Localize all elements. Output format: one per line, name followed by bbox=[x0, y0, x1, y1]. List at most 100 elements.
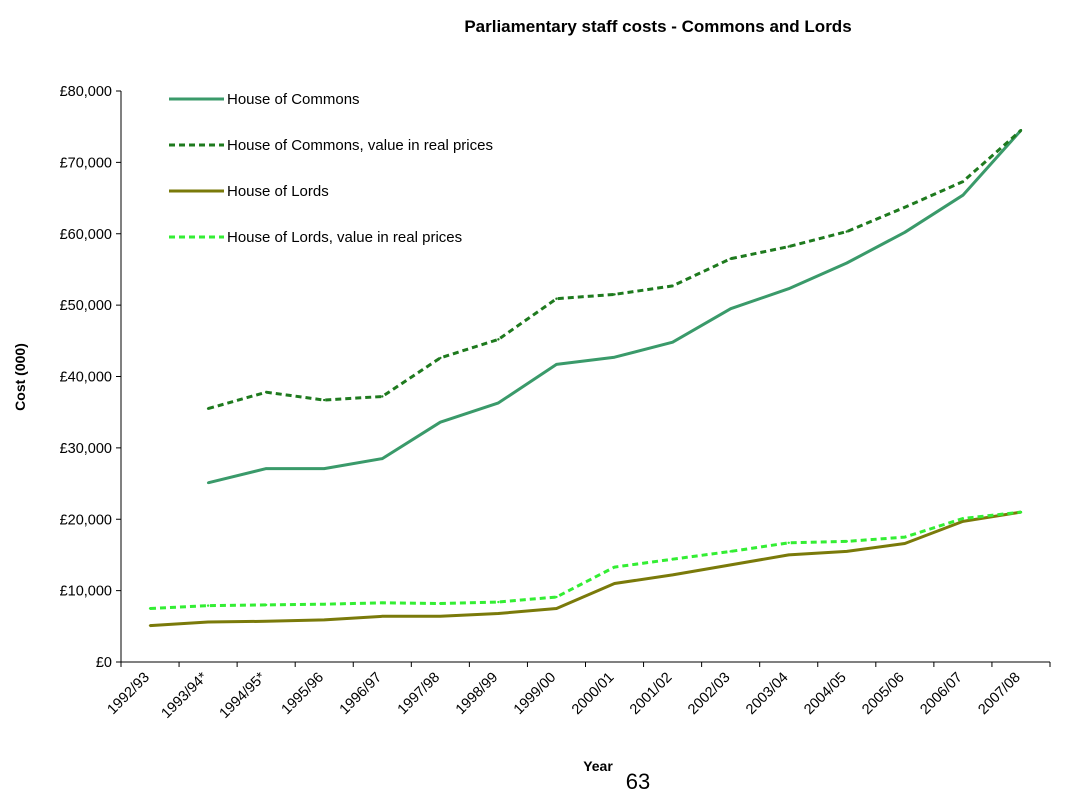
data-point-house-of-lords bbox=[903, 542, 907, 545]
x-tick-label: 1997/98 bbox=[395, 670, 443, 718]
data-point-house-of-lords bbox=[613, 582, 616, 585]
data-point-house-of-commons-value-in-real-prices bbox=[961, 180, 965, 183]
data-point-house-of-lords bbox=[439, 615, 442, 618]
data-point-house-of-commons-value-in-real-prices bbox=[787, 245, 790, 248]
y-tick-label: £70,000 bbox=[60, 155, 112, 171]
data-point-house-of-commons-value-in-real-prices bbox=[439, 356, 442, 360]
data-point-house-of-commons-value-in-real-prices bbox=[729, 257, 732, 260]
data-point-house-of-lords-value-in-real-prices bbox=[439, 602, 442, 605]
data-point-house-of-lords bbox=[729, 563, 732, 567]
x-tick-label: 2002/03 bbox=[685, 670, 733, 718]
data-point-house-of-commons bbox=[497, 401, 500, 405]
data-point-house-of-lords-value-in-real-prices bbox=[613, 565, 616, 569]
series-line-house-of-commons-value-in-real-prices bbox=[207, 129, 1022, 411]
x-axis-title: Year bbox=[583, 758, 613, 774]
data-point-house-of-lords bbox=[264, 620, 268, 623]
data-point-house-of-commons bbox=[671, 341, 674, 344]
data-point-house-of-lords bbox=[845, 550, 848, 553]
x-tick-label: 1996/97 bbox=[337, 670, 385, 718]
data-point-house-of-commons-value-in-real-prices bbox=[381, 395, 384, 398]
data-point-house-of-lords-value-in-real-prices bbox=[264, 603, 268, 607]
data-point-house-of-commons-value-in-real-prices bbox=[555, 297, 558, 300]
data-point-house-of-lords bbox=[787, 553, 790, 557]
data-point-house-of-lords-value-in-real-prices bbox=[961, 517, 965, 520]
data-point-house-of-commons bbox=[439, 420, 442, 424]
y-tick-label: £60,000 bbox=[60, 227, 112, 243]
x-tick-label: 1999/00 bbox=[511, 670, 559, 718]
legend: House of Commons House of Commons, value … bbox=[169, 91, 493, 246]
data-point-house-of-commons-value-in-real-prices bbox=[206, 407, 210, 410]
x-tick-label: 1994/95* bbox=[217, 669, 270, 722]
data-point-house-of-commons bbox=[613, 356, 616, 359]
data-point-house-of-lords-value-in-real-prices bbox=[148, 607, 152, 610]
y-tick-label: £0 bbox=[96, 655, 112, 671]
data-point-house-of-lords-value-in-real-prices bbox=[555, 595, 558, 599]
data-point-house-of-commons bbox=[787, 287, 790, 290]
data-point-house-of-lords-value-in-real-prices bbox=[845, 540, 848, 543]
data-point-house-of-lords bbox=[671, 573, 674, 577]
data-point-house-of-commons-value-in-real-prices bbox=[903, 206, 907, 209]
series-line-house-of-commons bbox=[207, 129, 1023, 485]
y-tick-label: £40,000 bbox=[60, 370, 112, 386]
legend-label: House of Lords, value in real prices bbox=[227, 229, 462, 246]
data-point-house-of-lords-value-in-real-prices bbox=[323, 602, 326, 606]
data-point-house-of-lords-value-in-real-prices bbox=[381, 601, 384, 604]
series-line-house-of-lords-value-in-real-prices bbox=[149, 510, 1022, 610]
chart-title: Parliamentary staff costs - Commons and … bbox=[464, 17, 851, 36]
series-layer bbox=[148, 129, 1023, 628]
data-point-house-of-commons bbox=[961, 194, 965, 197]
x-tick-label: 2004/05 bbox=[801, 670, 849, 718]
axes: £0 £10,000 £20,000 £30,000 £40,000 £50,000 £60… bbox=[60, 84, 1051, 722]
data-point-house-of-commons-value-in-real-prices bbox=[1019, 129, 1023, 132]
x-tick-label: 1998/99 bbox=[453, 670, 501, 718]
data-point-house-of-lords bbox=[555, 607, 558, 610]
data-point-house-of-commons-value-in-real-prices bbox=[613, 293, 616, 296]
data-point-house-of-commons bbox=[555, 363, 558, 366]
data-point-house-of-commons bbox=[264, 467, 268, 470]
data-point-house-of-lords bbox=[381, 615, 384, 618]
data-point-house-of-lords bbox=[323, 618, 326, 622]
y-tick-label: £50,000 bbox=[60, 298, 112, 314]
data-point-house-of-commons-value-in-real-prices bbox=[671, 284, 674, 288]
legend-label: House of Commons bbox=[227, 91, 360, 108]
data-point-house-of-lords-value-in-real-prices bbox=[497, 600, 500, 604]
data-point-house-of-lords-value-in-real-prices bbox=[729, 550, 732, 553]
data-point-house-of-commons-value-in-real-prices bbox=[323, 398, 326, 402]
x-tick-label: 2003/04 bbox=[743, 670, 791, 718]
data-point-house-of-lords-value-in-real-prices bbox=[671, 558, 674, 561]
data-point-house-of-commons bbox=[903, 231, 907, 234]
data-point-house-of-commons bbox=[206, 481, 210, 485]
legend-label: House of Lords bbox=[227, 183, 329, 200]
data-point-house-of-lords bbox=[497, 612, 500, 615]
legend-label: House of Commons, value in real prices bbox=[227, 137, 493, 154]
data-point-house-of-commons bbox=[381, 457, 384, 460]
data-point-house-of-lords-value-in-real-prices bbox=[206, 604, 210, 607]
data-point-house-of-lords bbox=[961, 520, 965, 523]
x-tick-label: 2000/01 bbox=[569, 670, 617, 718]
data-point-house-of-commons bbox=[729, 307, 732, 310]
y-tick-label: £30,000 bbox=[60, 441, 112, 457]
x-tick-label: 1993/94* bbox=[159, 669, 212, 722]
data-point-house-of-commons bbox=[323, 467, 326, 470]
data-point-house-of-commons-value-in-real-prices bbox=[497, 338, 500, 341]
y-tick-label: £10,000 bbox=[60, 584, 112, 600]
x-tick-label: 1992/93 bbox=[104, 670, 152, 718]
data-point-house-of-lords bbox=[148, 624, 152, 627]
data-point-house-of-commons bbox=[845, 261, 848, 265]
series-line-house-of-lords bbox=[149, 510, 1022, 628]
page-number: 63 bbox=[626, 769, 650, 789]
y-tick-label: £20,000 bbox=[60, 512, 112, 528]
x-tick-label: 2005/06 bbox=[859, 670, 907, 718]
y-tick-label: £80,000 bbox=[60, 84, 112, 100]
x-tick-label: 1995/96 bbox=[279, 670, 327, 718]
data-point-house-of-lords bbox=[206, 620, 210, 624]
data-point-house-of-commons-value-in-real-prices bbox=[845, 230, 848, 233]
y-axis-title: Cost (000) bbox=[12, 343, 28, 411]
data-point-house-of-lords-value-in-real-prices bbox=[903, 535, 907, 539]
data-point-house-of-lords-value-in-real-prices bbox=[787, 541, 790, 545]
x-tick-label: 2007/08 bbox=[975, 670, 1023, 718]
data-point-house-of-lords-value-in-real-prices bbox=[1019, 510, 1023, 514]
x-tick-label: 2006/07 bbox=[917, 670, 965, 718]
data-point-house-of-commons-value-in-real-prices bbox=[264, 391, 268, 394]
